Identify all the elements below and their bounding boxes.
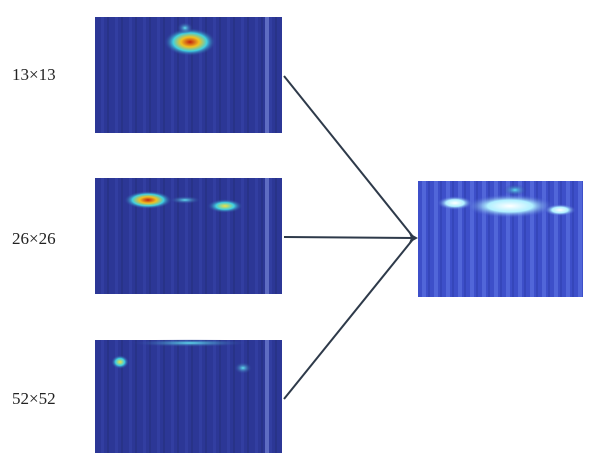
fused-map [418,181,583,297]
diagram: 13×13 26×26 52×52 [0,0,598,453]
scale-label: 52×52 [12,389,56,408]
map-13 [95,17,282,133]
map-52 [95,339,282,453]
scale-label: 26×26 [12,229,56,248]
map-26 [95,178,282,294]
connectors [284,76,414,399]
scale-label: 13×13 [12,65,56,84]
